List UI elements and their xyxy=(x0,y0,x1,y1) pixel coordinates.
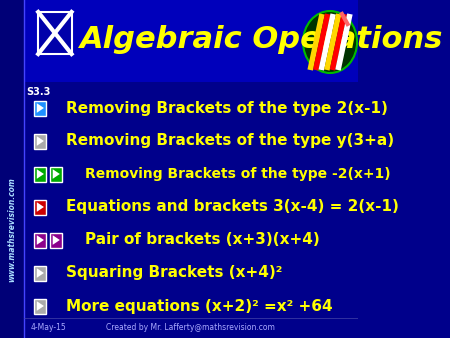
Text: Algebraic Operations: Algebraic Operations xyxy=(80,25,443,54)
FancyBboxPatch shape xyxy=(34,134,46,148)
Text: Removing Brackets of the type -2(x+1): Removing Brackets of the type -2(x+1) xyxy=(85,167,391,181)
Polygon shape xyxy=(37,136,44,146)
FancyBboxPatch shape xyxy=(50,167,62,182)
Bar xyxy=(0,0,24,338)
Polygon shape xyxy=(37,268,44,278)
FancyBboxPatch shape xyxy=(34,298,46,314)
Bar xyxy=(24,0,358,82)
Polygon shape xyxy=(53,235,60,245)
Polygon shape xyxy=(37,202,44,212)
Text: Created by Mr. Lafferty@mathsrevision.com: Created by Mr. Lafferty@mathsrevision.co… xyxy=(107,323,275,333)
Text: More equations (x+2)² =x² +64: More equations (x+2)² =x² +64 xyxy=(66,298,333,314)
Text: Equations and brackets 3(x-4) = 2(x-1): Equations and brackets 3(x-4) = 2(x-1) xyxy=(66,199,399,215)
Text: Removing Brackets of the type y(3+a): Removing Brackets of the type y(3+a) xyxy=(66,134,394,148)
FancyBboxPatch shape xyxy=(34,167,46,182)
FancyBboxPatch shape xyxy=(34,266,46,281)
Text: Removing Brackets of the type 2(x-1): Removing Brackets of the type 2(x-1) xyxy=(66,100,388,116)
Text: S3.3: S3.3 xyxy=(26,87,50,97)
FancyBboxPatch shape xyxy=(34,233,46,247)
FancyBboxPatch shape xyxy=(34,100,46,116)
Text: 4-May-15: 4-May-15 xyxy=(30,323,66,333)
Text: Squaring Brackets (x+4)²: Squaring Brackets (x+4)² xyxy=(66,266,283,281)
Bar xyxy=(38,12,72,54)
Ellipse shape xyxy=(303,11,357,73)
Polygon shape xyxy=(53,169,60,179)
Text: www.mathsrevision.com: www.mathsrevision.com xyxy=(8,177,17,283)
Polygon shape xyxy=(37,235,44,245)
Polygon shape xyxy=(37,169,44,179)
Text: Pair of brackets (x+3)(x+4): Pair of brackets (x+3)(x+4) xyxy=(85,233,320,247)
FancyBboxPatch shape xyxy=(50,233,62,247)
Polygon shape xyxy=(37,301,44,311)
Polygon shape xyxy=(37,103,44,113)
FancyBboxPatch shape xyxy=(34,199,46,215)
